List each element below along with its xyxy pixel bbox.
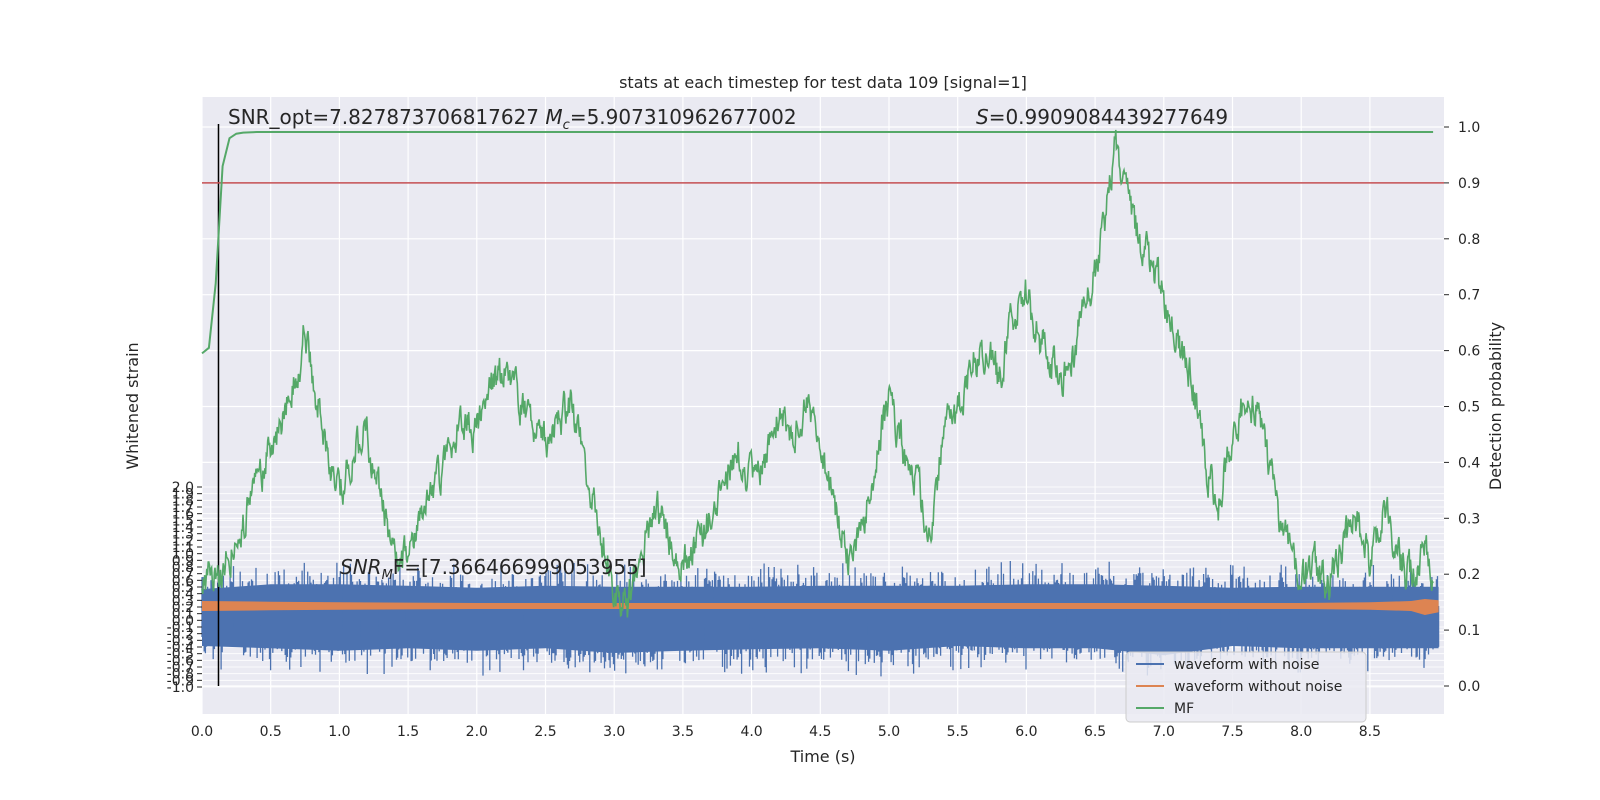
- s-annotation: S=0.9909084439277649: [976, 105, 1228, 129]
- x-tick-label: 7.5: [1221, 724, 1243, 740]
- right-tick-label: 0.8: [1458, 232, 1480, 248]
- x-tick-label: 7.0: [1153, 724, 1175, 740]
- x-tick-label: 6.5: [1084, 724, 1106, 740]
- left-tick-label: 0.5: [172, 580, 194, 596]
- right-tick-label: 0.5: [1458, 400, 1480, 416]
- x-tick-label: 5.0: [878, 724, 900, 740]
- series-detection-probability: [201, 129, 1434, 618]
- left-tick-label: 0.6: [172, 573, 194, 589]
- x-tick-label: 3.0: [603, 724, 625, 740]
- right-tick-label: 0.9: [1458, 176, 1480, 192]
- right-tick-label: 0.1: [1458, 623, 1480, 639]
- x-tick-label: 2.0: [466, 724, 488, 740]
- left-tick-label: -0.3: [167, 633, 194, 649]
- line-series: [201, 124, 1444, 686]
- snr-mf-annotation: SNRMF=[7.366466999053955]: [340, 555, 647, 583]
- left-tick-label: 1.3: [172, 527, 194, 543]
- left-tick-label: -0.5: [167, 647, 194, 663]
- left-tick-label: -0.2: [167, 627, 194, 643]
- left-axis-label: Whitened strain: [123, 342, 142, 469]
- x-tick-label: 8.0: [1290, 724, 1312, 740]
- x-tick-label: 1.0: [328, 724, 350, 740]
- left-tick-label: 1.1: [172, 540, 194, 556]
- right-tick-label: 0.0: [1458, 679, 1480, 695]
- left-tick-label: 1.5: [172, 513, 194, 529]
- x-tick-label: 3.5: [672, 724, 694, 740]
- left-tick-label: 2.0: [172, 480, 194, 496]
- right-axis-label: Detection probability: [1486, 322, 1505, 490]
- left-tick-label: 0.1: [172, 607, 194, 623]
- legend-label-mf: MF: [1174, 701, 1194, 717]
- x-tick-label: 6.0: [1015, 724, 1037, 740]
- right-tick-label: 0.2: [1458, 567, 1480, 583]
- left-tick-label: -0.7: [167, 660, 194, 676]
- left-tick-label: 0.9: [172, 553, 194, 569]
- x-axis-label: Time (s): [789, 747, 855, 766]
- left-tick-label: 1.6: [172, 507, 194, 523]
- left-tick-label: 1.9: [172, 487, 194, 503]
- legend-label-clean: waveform without noise: [1174, 679, 1342, 695]
- left-tick-label: 0.4: [172, 587, 194, 603]
- series-mf: [201, 131, 1434, 355]
- legend-label-noise: waveform with noise: [1174, 657, 1319, 673]
- left-tick-label: 1.2: [172, 533, 194, 549]
- left-tick-label: 0.3: [172, 593, 194, 609]
- x-tick-label: 1.5: [397, 724, 419, 740]
- right-tick-label: 0.4: [1458, 455, 1480, 471]
- legend: waveform with noise waveform without noi…: [1125, 651, 1367, 723]
- left-tick-label: -0.6: [167, 653, 194, 669]
- snr-opt-annotation: SNR_opt=7.827873706817627 Mc=5.907310962…: [228, 105, 797, 133]
- tick-labels: 0.0 0.5 1.0 1.5 2.0 2.5 3.0 3.5 4.0 4.5 5.0 5.5 6.0 6…: [167, 120, 1481, 740]
- left-tick-label: 1.7: [172, 500, 194, 516]
- x-tick-label: 2.5: [534, 724, 556, 740]
- left-tick-label: -0.4: [167, 640, 194, 656]
- left-tick-label: -0.9: [167, 673, 194, 689]
- right-tick-label: 0.3: [1458, 511, 1480, 527]
- right-tick-label: 0.6: [1458, 344, 1480, 360]
- left-tick-label: 0.2: [172, 600, 194, 616]
- left-tick-label: 1.0: [172, 547, 194, 563]
- left-tick-label: 1.4: [172, 520, 194, 536]
- x-tick-label: 0.5: [260, 724, 282, 740]
- x-tick-label: 4.0: [740, 724, 762, 740]
- right-tick-label: 0.7: [1458, 288, 1480, 304]
- left-tick-label: -0.8: [167, 667, 194, 683]
- x-tick-label: 4.5: [809, 724, 831, 740]
- x-tick-label: 0.0: [191, 724, 213, 740]
- left-tick-label: 0.7: [172, 567, 194, 583]
- right-tick-label: 1.0: [1458, 120, 1480, 136]
- left-tick-label: 1.8: [172, 493, 194, 509]
- left-tick-label: 0.8: [172, 560, 194, 576]
- x-tick-label: 5.5: [947, 724, 969, 740]
- left-tick-label: 0.0: [172, 613, 194, 629]
- legend-box: [1125, 651, 1367, 723]
- left-tick-label: -0.1: [167, 620, 194, 636]
- chart-title: stats at each timestep for test data 109…: [619, 73, 1027, 92]
- x-tick-label: 8.5: [1359, 724, 1381, 740]
- left-tick-label: -1.0: [167, 680, 194, 696]
- series-waveform-without-noise: [202, 599, 1439, 615]
